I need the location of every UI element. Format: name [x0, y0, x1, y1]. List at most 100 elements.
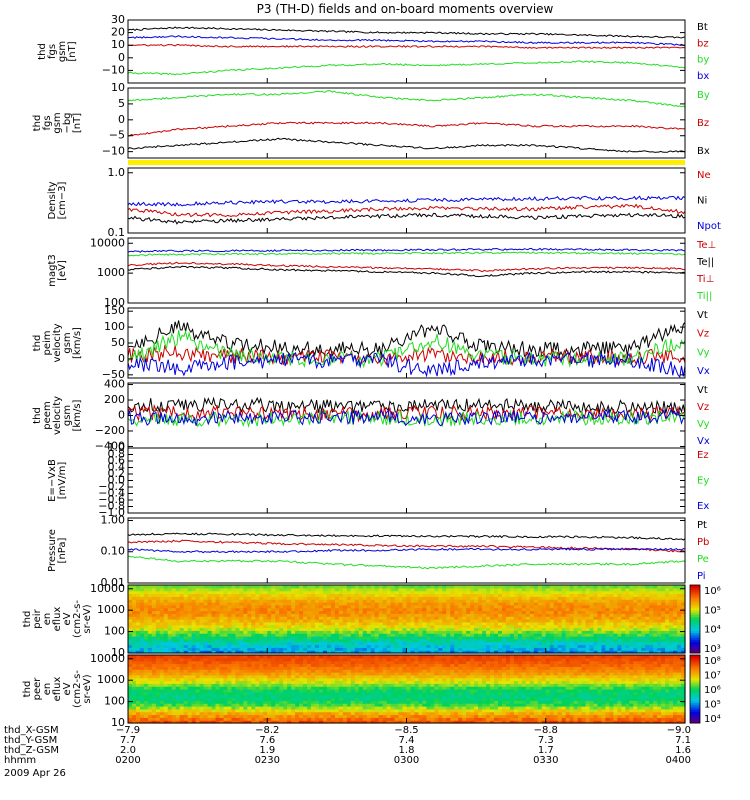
heatmap-cell — [474, 596, 479, 600]
heatmap-cell — [251, 613, 256, 617]
heatmap-cell — [557, 585, 563, 589]
heatmap-cell — [490, 599, 495, 603]
heatmap-cell — [609, 613, 614, 617]
heatmap-cell — [151, 720, 157, 724]
heatmap-cell — [314, 630, 320, 634]
heatmap-cell — [231, 602, 237, 606]
heatmap-cell — [617, 613, 622, 617]
heatmap-cell — [418, 602, 424, 606]
heatmap-cell — [263, 610, 268, 614]
series-line-Bz — [127, 121, 686, 137]
heatmap-cell — [418, 630, 424, 634]
heatmap-cell — [251, 674, 256, 679]
heatmap-cell — [295, 680, 300, 684]
heatmap-cell — [283, 657, 288, 662]
heatmap-cell — [501, 587, 507, 592]
heatmap-cell — [303, 669, 308, 673]
heatmap-cell — [247, 638, 252, 643]
heatmap-cell — [279, 613, 284, 617]
heatmap-cell — [573, 633, 579, 637]
heatmap-cell — [163, 638, 169, 643]
heatmap-cell — [275, 604, 280, 609]
heatmap-cell — [299, 663, 304, 667]
heatmap-cell — [669, 610, 674, 614]
heatmap-cell — [271, 602, 276, 606]
heatmap-cell — [307, 674, 312, 679]
heatmap-cell — [533, 593, 539, 597]
colorbar-segment — [690, 641, 700, 645]
heatmap-cell — [342, 714, 348, 718]
heatmap-cell — [187, 660, 193, 665]
heatmap-cell — [350, 633, 356, 637]
heatmap-cell — [565, 650, 571, 654]
heatmap-cell — [287, 585, 292, 589]
heatmap-cell — [131, 657, 137, 662]
heatmap-cell — [207, 616, 213, 620]
heatmap-cell — [645, 644, 650, 648]
heatmap-cell — [267, 686, 272, 690]
heatmap-cell — [486, 604, 491, 609]
heatmap-cell — [163, 585, 169, 589]
heatmap-cell — [561, 599, 567, 603]
heatmap-cell — [330, 672, 336, 676]
heatmap-cell — [283, 680, 288, 684]
heatmap-cell — [231, 638, 237, 643]
heatmap-cell — [307, 708, 312, 713]
heatmap-cell — [318, 613, 324, 617]
heatmap-cell — [466, 636, 471, 640]
heatmap-cell — [171, 587, 177, 592]
heatmap-cell — [203, 720, 209, 724]
series-line-Vt — [127, 320, 686, 358]
heatmap-cell — [657, 590, 662, 595]
heatmap-cell — [422, 619, 427, 623]
heatmap-cell — [637, 641, 642, 646]
heatmap-cell — [565, 619, 571, 623]
heatmap-cell — [271, 703, 276, 707]
heatmap-cell — [326, 585, 332, 589]
heatmap-cell — [334, 627, 340, 631]
heatmap-cell — [263, 650, 268, 654]
heatmap-cell — [350, 604, 356, 609]
heatmap-cell — [128, 672, 133, 676]
heatmap-cell — [338, 683, 344, 687]
heatmap-cell — [131, 689, 137, 693]
heatmap-cell — [227, 616, 233, 620]
heatmap-cell — [613, 638, 618, 643]
heatmap-cell — [346, 596, 352, 600]
heatmap-cell — [311, 624, 316, 629]
heatmap-cell — [255, 638, 260, 643]
heatmap-cell — [295, 674, 300, 679]
heatmap-cell — [155, 650, 161, 654]
heatmap-cell — [291, 711, 296, 716]
heatmap-cell — [629, 630, 634, 634]
heatmap-cell — [358, 630, 364, 634]
heatmap-cell — [478, 602, 483, 606]
heatmap-cell — [223, 616, 229, 620]
heatmap-cell — [211, 633, 217, 637]
heatmap-cell — [426, 647, 431, 651]
heatmap-cell — [239, 593, 244, 597]
heatmap-cell — [398, 610, 404, 614]
heatmap-cell — [143, 610, 149, 614]
heatmap-cell — [263, 613, 268, 617]
heatmap-cell — [155, 619, 161, 623]
heatmap-cell — [139, 638, 145, 643]
heatmap-cell — [330, 660, 336, 665]
heatmap-cell — [243, 596, 248, 600]
heatmap-cell — [334, 700, 340, 704]
heatmap-cell — [577, 610, 583, 614]
heatmap-cell — [366, 593, 372, 597]
legend-entry: Vy — [697, 347, 710, 358]
heatmap-cell — [366, 616, 372, 620]
heatmap-cell — [322, 686, 328, 690]
heatmap-cell — [549, 616, 555, 620]
heatmap-cell — [283, 650, 288, 654]
heatmap-cell — [482, 624, 487, 629]
heatmap-cell — [207, 708, 213, 713]
heatmap-cell — [255, 644, 260, 648]
heatmap-cell — [143, 711, 149, 716]
heatmap-cell — [135, 596, 141, 600]
heatmap-cell — [314, 655, 320, 659]
heatmap-cell — [513, 627, 519, 631]
heatmap-cell — [147, 694, 153, 699]
